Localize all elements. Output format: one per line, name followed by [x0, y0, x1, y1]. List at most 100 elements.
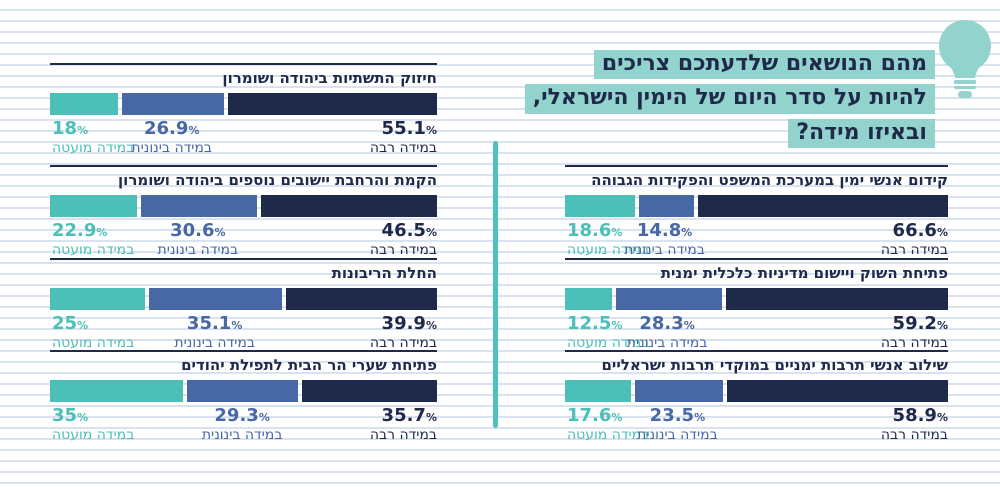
bar-segment-high	[301, 380, 437, 402]
value-high: 35.7%	[381, 405, 437, 426]
title-line-2: להיות על סדר היום של הימין הישראלי,	[524, 84, 935, 114]
value-low: 12.5%	[567, 313, 623, 334]
percent-sign: %	[188, 124, 200, 137]
label-group-high: 66.6% במידה רבה	[881, 222, 948, 258]
bar-segment-low	[565, 195, 635, 217]
value-low: 18%	[52, 118, 89, 139]
bar-segment-mid	[635, 380, 724, 402]
value-low: 22.9%	[52, 220, 108, 241]
value-high: 59.2%	[892, 313, 948, 334]
page-title: מהם הנושאים שלדעתכם צריכים להיות על סדר …	[524, 50, 935, 153]
title-line-2-text: להיות על סדר היום של הימין הישראלי,	[524, 84, 935, 114]
bar-segment-high	[698, 195, 948, 217]
survey-chart: פתיחת השוק ויישום מדיניות כלכלית ימנית 1…	[565, 258, 948, 355]
category-label-low: במידה מועטה	[52, 335, 135, 351]
bar-segment-mid	[638, 195, 695, 217]
category-label-high: במידה רבה	[880, 335, 948, 351]
survey-chart: פתיחת שערי הר הבית לתפילת יהודים 35% במי…	[50, 350, 437, 447]
chart-top-rule	[565, 165, 948, 167]
category-label-low: במידה מועטה	[567, 427, 650, 443]
survey-chart: החלת הריבונות 25% במידה מועטה 35.1% במיד…	[50, 258, 437, 355]
label-group-mid: 35.1% במידה בינונית	[174, 315, 255, 351]
value-low: 35%	[52, 405, 89, 426]
percent-sign: %	[77, 411, 89, 424]
bar-labels: 22.9% במידה מועטה 30.6% במידה בינונית 46…	[50, 222, 437, 262]
label-group-mid: 30.6% במידה בינונית	[158, 222, 239, 258]
value-high: 58.9%	[892, 405, 948, 426]
chart-top-rule	[50, 165, 437, 167]
chart-title: פתיחת השוק ויישום מדיניות כלכלית ימנית	[660, 264, 948, 282]
chart-title: פתיחת שערי הר הבית לתפילת יהודים	[181, 356, 437, 374]
survey-chart: שילוב אנשי תרבות ימניים במוקדי תרבות ישר…	[565, 350, 948, 447]
percent-sign: %	[425, 226, 437, 239]
bar-segment-mid	[140, 195, 257, 217]
stacked-bar	[50, 195, 437, 217]
bar-labels: 18% במידה מועטה 26.9% במידה בינונית 55.1…	[50, 120, 437, 160]
label-group-mid: 14.8% במידה בינונית	[624, 222, 705, 258]
category-label-high: במידה רבה	[880, 242, 948, 258]
label-group-high: 35.7% במידה רבה	[370, 407, 437, 443]
bar-segment-high	[228, 93, 437, 115]
title-line-3: ובאיזו מידה?	[525, 118, 935, 148]
bar-segment-low	[50, 93, 119, 115]
label-group-high: 39.9% במידה רבה	[370, 315, 437, 351]
category-label-mid: במידה בינונית	[637, 427, 718, 443]
bar-segment-high	[727, 380, 948, 402]
percent-sign: %	[936, 411, 948, 424]
value-mid: 35.1%	[186, 313, 243, 334]
value-mid: 26.9%	[143, 118, 200, 139]
survey-chart: חיזוק התשתיות ביהודה ושומרון 18% במידה מ…	[50, 63, 437, 160]
category-label-mid: במידה בינונית	[626, 335, 708, 351]
label-group-mid: 23.5% במידה בינונית	[637, 407, 718, 443]
category-label-high: במידה רבה	[369, 242, 437, 258]
value-low: 25%	[52, 313, 89, 334]
bar-segment-mid	[148, 288, 282, 310]
value-mid: 28.3%	[639, 313, 695, 334]
bar-segment-high	[285, 288, 437, 310]
chart-top-rule	[50, 258, 437, 260]
label-group-low: 12.5% במידה מועטה	[567, 315, 649, 351]
bar-segment-mid	[122, 93, 225, 115]
percent-sign: %	[77, 124, 89, 137]
value-high: 66.6%	[892, 220, 948, 241]
value-high: 39.9%	[381, 313, 437, 334]
percent-sign: %	[425, 319, 437, 332]
category-label-high: במידה רבה	[369, 140, 437, 156]
percent-sign: %	[681, 226, 693, 239]
value-mid: 23.5%	[649, 405, 706, 426]
stacked-bar	[50, 288, 437, 310]
label-group-mid: 28.3% במידה בינונית	[627, 315, 708, 351]
category-label-low: במידה מועטה	[52, 427, 135, 443]
stacked-bar	[50, 93, 437, 115]
value-low: 18.6%	[567, 220, 623, 241]
label-group-low: 35% במידה מועטה	[52, 407, 134, 443]
category-label-low: במידה מועטה	[567, 335, 650, 351]
stacked-bar	[565, 380, 948, 402]
bar-labels: 17.6% במידה מועטה 23.5% במידה בינונית 58…	[565, 407, 948, 447]
percent-sign: %	[936, 319, 948, 332]
bar-segment-low	[50, 380, 183, 402]
percent-sign: %	[611, 319, 623, 332]
stacked-bar	[565, 288, 948, 310]
percent-sign: %	[425, 124, 437, 137]
bar-segment-low	[565, 288, 612, 310]
label-group-low: 17.6% במידה מועטה	[567, 407, 649, 443]
label-group-low: 22.9% במידה מועטה	[52, 222, 134, 258]
label-group-low: 18.6% במידה מועטה	[567, 222, 649, 258]
category-label-mid: במידה בינונית	[201, 427, 283, 443]
category-label-mid: במידה בינונית	[174, 335, 255, 351]
percent-sign: %	[425, 411, 437, 424]
percent-sign: %	[77, 319, 89, 332]
bar-labels: 18.6% במידה מועטה 14.8% במידה בינונית 66…	[565, 222, 948, 262]
bar-segment-low	[50, 288, 145, 310]
category-label-low: במידה מועטה	[52, 242, 135, 258]
label-group-high: 58.9% במידה רבה	[881, 407, 948, 443]
survey-chart: קידום אנשי ימין במערכת המשפט והפקידות הג…	[565, 165, 948, 262]
label-group-mid: 26.9% במידה בינונית	[131, 120, 212, 156]
value-mid: 14.8%	[636, 220, 693, 241]
title-line-1: מהם הנושאים שלדעתכם צריכים	[525, 50, 935, 80]
percent-sign: %	[96, 226, 108, 239]
survey-chart: הקמת והרחבת יישובים נוספים ביהודה ושומרו…	[50, 165, 437, 262]
percent-sign: %	[694, 411, 706, 424]
